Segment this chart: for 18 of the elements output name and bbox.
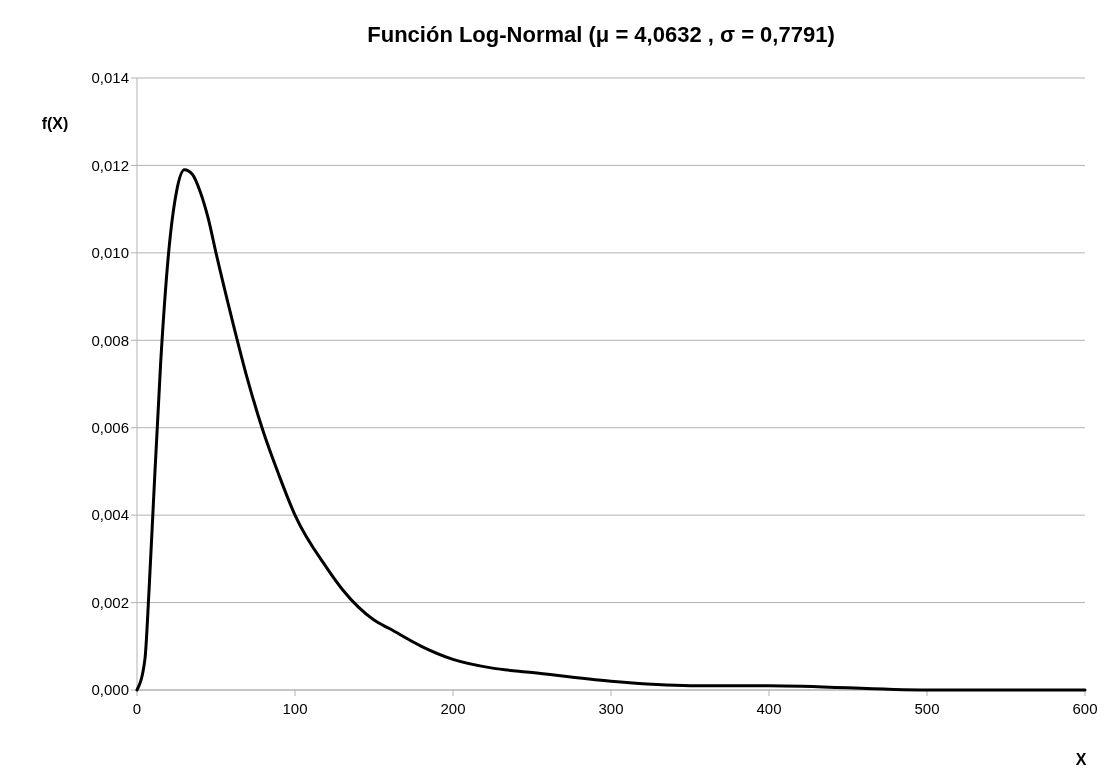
x-tick-label: 500 [914, 700, 940, 717]
y-tick-label: 0,002 [91, 593, 129, 611]
x-tick-label: 300 [598, 700, 624, 717]
y-tick-label: 0,012 [91, 156, 129, 174]
x-tick-label: 600 [1072, 700, 1098, 717]
x-tick-label: 200 [440, 700, 466, 717]
y-axis-title: f(X) [41, 115, 69, 132]
x-tick-label: 100 [282, 700, 308, 717]
y-tick-label: 0,008 [91, 331, 129, 349]
y-tick-label: 0,004 [91, 506, 129, 524]
x-axis-title: X [1075, 751, 1087, 768]
y-tick-label: 0,010 [91, 244, 129, 262]
chart-title: Función Log-Normal (μ = 4,0632 , σ = 0,7791) [367, 22, 835, 47]
y-tick-label: 0,000 [91, 681, 129, 699]
y-tick-label: 0,006 [91, 418, 129, 436]
x-tick-label: 0 [132, 700, 142, 717]
x-tick-label: 400 [756, 700, 782, 717]
y-tick-label: 0,014 [91, 69, 129, 87]
